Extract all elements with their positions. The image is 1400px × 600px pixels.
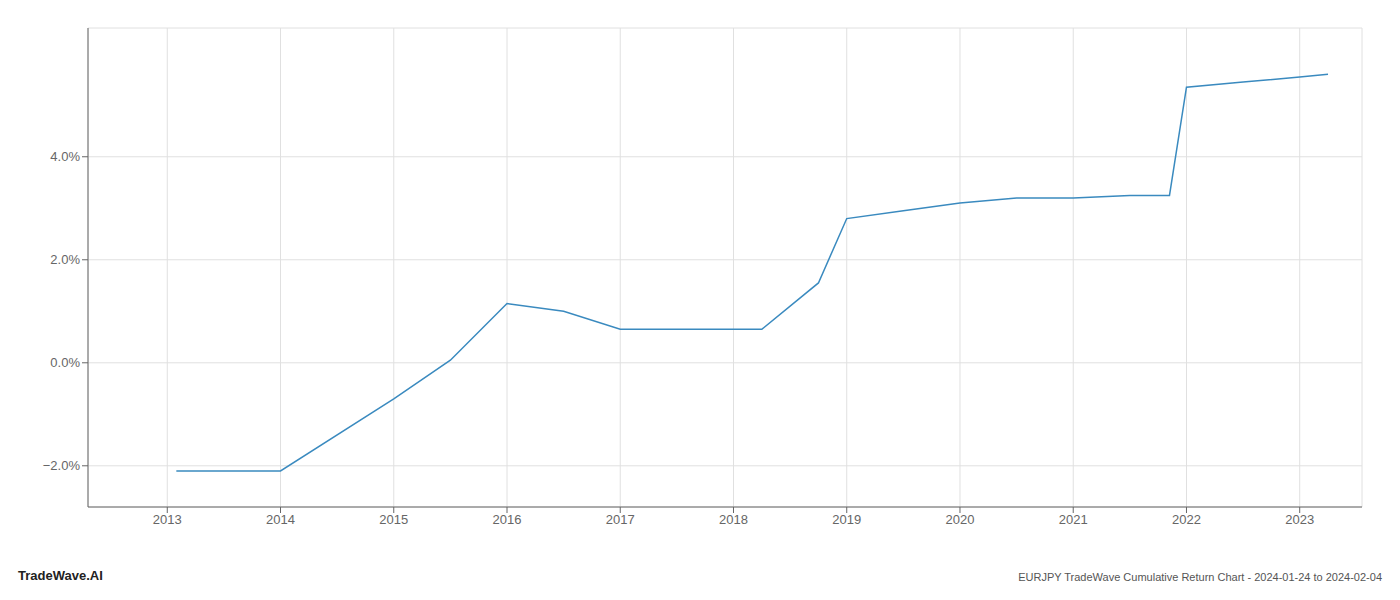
svg-text:2014: 2014 <box>266 512 295 527</box>
svg-text:0.0%: 0.0% <box>50 355 80 370</box>
html-text:EURJPY TradeWave Cumulative Re: EURJPY TradeWave Cumulative Return Chart… <box>1018 571 1382 583</box>
svg-text:2.0%: 2.0% <box>50 252 80 267</box>
svg-text:2023: 2023 <box>1285 512 1314 527</box>
svg-text:2015: 2015 <box>379 512 408 527</box>
html-text:TradeWave.AI: TradeWave.AI <box>18 568 103 583</box>
svg-text:2021: 2021 <box>1059 512 1088 527</box>
svg-text:−2.0%: −2.0% <box>43 458 81 473</box>
svg-text:2020: 2020 <box>946 512 975 527</box>
svg-text:2016: 2016 <box>493 512 522 527</box>
svg-text:4.0%: 4.0% <box>50 149 80 164</box>
svg-text:2013: 2013 <box>153 512 182 527</box>
svg-text:2018: 2018 <box>719 512 748 527</box>
svg-text:2017: 2017 <box>606 512 635 527</box>
svg-text:2022: 2022 <box>1172 512 1201 527</box>
svg-text:2019: 2019 <box>832 512 861 527</box>
